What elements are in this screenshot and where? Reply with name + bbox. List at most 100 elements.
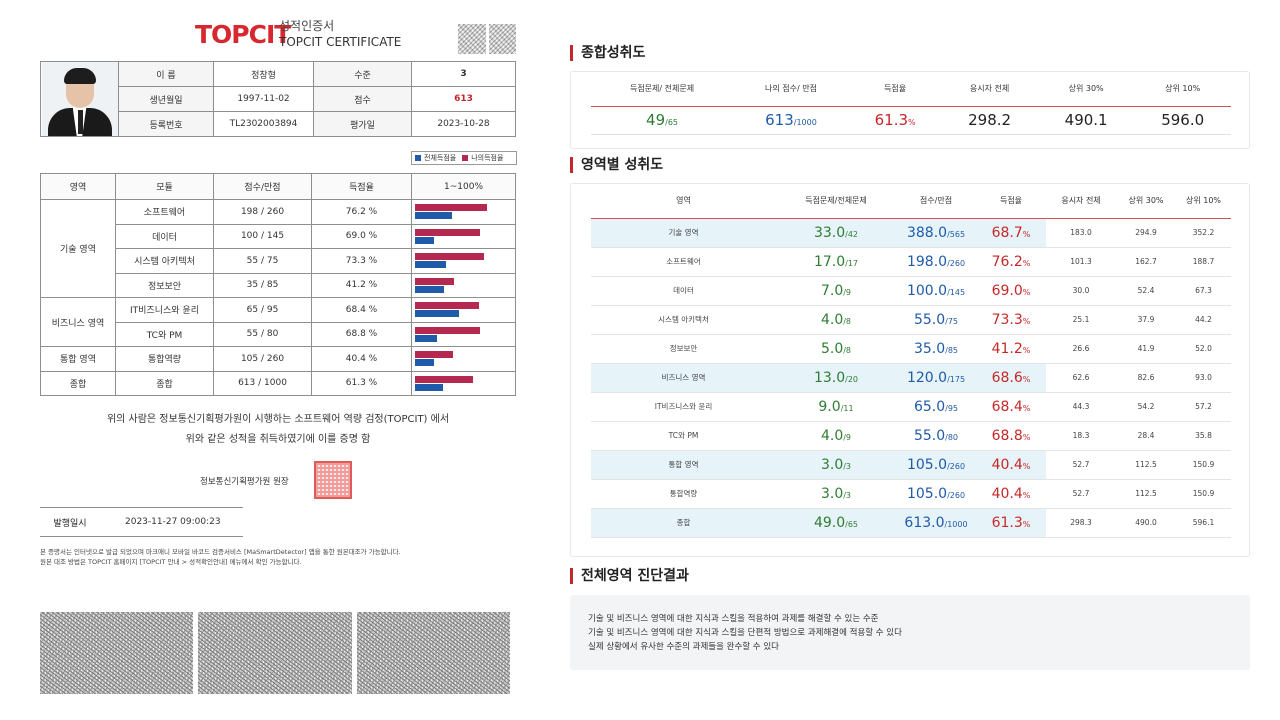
area-top10: 67.3 bbox=[1176, 276, 1231, 306]
area-top10: 57.2 bbox=[1176, 392, 1231, 422]
issue-date-row: 발행일시 2023-11-27 09:00:23 bbox=[40, 507, 243, 537]
area-top10: 150.9 bbox=[1176, 479, 1231, 509]
solved-total: /20 bbox=[845, 374, 859, 384]
my-rate-bar bbox=[415, 253, 484, 261]
rate-value: 68.6 bbox=[991, 369, 1023, 386]
score-row: 비즈니스 영역 IT비즈니스와 윤리 65 / 95 68.4 % bbox=[40, 297, 516, 347]
notice-line-2: 원본 대조 방법은 TOPCIT 홈페이지 [TOPCIT 안내 > 성적확인안… bbox=[40, 558, 302, 566]
score-value: 35.0 bbox=[913, 340, 946, 357]
module-cell: 통합역량 bbox=[115, 346, 214, 372]
score-row: TC와 PM 55 / 80 68.8 % bbox=[41, 321, 516, 347]
area-all: 18.3 bbox=[1046, 421, 1116, 451]
rate-cell: 40.4 % bbox=[311, 346, 412, 372]
area-name: 종합 bbox=[591, 508, 776, 538]
total-rate-bar bbox=[415, 383, 443, 391]
area-row: TC와 PM 4.0/9 55.0/80 68.8% 18.3 28.4 35.8 bbox=[591, 421, 1231, 451]
total-rate-bar bbox=[415, 212, 452, 220]
area-all: 183.0 bbox=[1046, 218, 1116, 248]
rate-cell: 41.2 % bbox=[311, 272, 412, 298]
rate-value: 40.4 bbox=[991, 485, 1023, 502]
date-label: 평가일 bbox=[313, 111, 412, 137]
area-score: 105.0/260 bbox=[896, 479, 976, 509]
score-value: 613 bbox=[411, 86, 516, 112]
summary-header-cell: 상위 10% bbox=[1134, 72, 1231, 107]
rate-value: 69.0 bbox=[991, 282, 1023, 299]
score-max: /145 bbox=[947, 287, 966, 297]
bar-cell bbox=[411, 346, 516, 372]
area-top30: 54.2 bbox=[1116, 392, 1176, 422]
module-cell: IT비즈니스와 윤리 bbox=[115, 297, 214, 323]
diagnosis-line-1: 기술 및 비즈니스 영역에 대한 지식과 스킬을 적용하여 과제를 해결할 수 … bbox=[588, 614, 879, 624]
area-row: 기술 영역 33.0/42 388.0/565 68.7% 183.0 294.9 352.… bbox=[591, 218, 1231, 248]
score-cell: 55 / 80 bbox=[213, 321, 312, 347]
rate-unit: % bbox=[1022, 345, 1031, 355]
module-cell: 시스템 아키텍처 bbox=[115, 248, 214, 274]
area-top30: 112.5 bbox=[1116, 450, 1176, 480]
score-max: /80 bbox=[945, 432, 959, 442]
verification-notice: 본 증명서는 인터넷으로 발급 되었으며 마크애니 모바일 바코드 검증서비스 … bbox=[40, 547, 520, 567]
barcode-1 bbox=[40, 612, 194, 694]
solved-value: 3.0 bbox=[820, 485, 844, 502]
rate-value: 68.8 bbox=[991, 427, 1023, 444]
score-table: 영역 모듈 점수/만점 득점율 1~100% 기술 영역 소프트웨어 198 / 260 76.… bbox=[40, 173, 516, 396]
rate-value: 40.4 bbox=[991, 456, 1023, 473]
area-top30: 162.7 bbox=[1116, 247, 1176, 277]
solved-total: /8 bbox=[843, 345, 852, 355]
area-top30: 490.0 bbox=[1116, 508, 1176, 538]
bar-cell bbox=[411, 272, 516, 298]
rate-cell: 69.0 % bbox=[311, 223, 412, 249]
solved-total: /11 bbox=[840, 403, 854, 413]
rate-value: 76.2 bbox=[991, 253, 1023, 270]
solved-total: /3 bbox=[843, 461, 852, 471]
area-rate: 68.7% bbox=[976, 218, 1046, 248]
my-rate-bar bbox=[415, 277, 454, 285]
area-score: 120.0/175 bbox=[896, 363, 976, 393]
summary-card: 득점문제/ 전체문제 나의 점수/ 만점 득점율 응시자 전체 상위 30% 상위 10%… bbox=[570, 71, 1250, 149]
rate-unit: % bbox=[1022, 258, 1031, 268]
area-name: 통합 영역 bbox=[591, 450, 776, 480]
solved-total: /9 bbox=[843, 432, 852, 442]
score-cell: 105 / 260 bbox=[213, 346, 312, 372]
area-name: IT비즈니스와 윤리 bbox=[591, 392, 776, 422]
score-cell: 55 / 75 bbox=[213, 248, 312, 274]
name-label: 이 름 bbox=[118, 61, 214, 87]
score-value: 388.0 bbox=[906, 224, 948, 241]
score-max: /1000 bbox=[944, 519, 968, 529]
solved-total: /8 bbox=[843, 316, 852, 326]
area-solved: 3.0/3 bbox=[776, 450, 896, 480]
area-top30: 112.5 bbox=[1116, 479, 1176, 509]
rate-unit: % bbox=[1022, 374, 1031, 384]
area-solved: 33.0/42 bbox=[776, 218, 896, 248]
rate-unit: % bbox=[1022, 287, 1031, 297]
official-seal bbox=[314, 461, 352, 499]
score-value: 105.0 bbox=[906, 456, 948, 473]
area-score: 613.0/1000 bbox=[896, 508, 976, 538]
area-name: 소프트웨어 bbox=[591, 247, 776, 277]
summary-title: 종합성취도 bbox=[570, 45, 645, 61]
my-rate-bar bbox=[415, 351, 453, 359]
areas-card: 영역 득점문제/전체문제 점수/만점 득점율 응시자 전체 상위 30% 상위 10% 기술… bbox=[570, 183, 1250, 557]
rate-cell: 73.3 % bbox=[311, 248, 412, 274]
area-all: 26.6 bbox=[1046, 334, 1116, 364]
area-header-cell: 영역 bbox=[591, 184, 776, 219]
summary-top10: 596.0 bbox=[1134, 106, 1231, 135]
rate-value: 61.3 bbox=[991, 514, 1023, 531]
area-rate: 41.2% bbox=[976, 334, 1046, 364]
my-rate-bar bbox=[415, 302, 480, 310]
score-max: /95 bbox=[945, 403, 959, 413]
my-rate-bar bbox=[415, 326, 480, 334]
area-solved: 9.0/11 bbox=[776, 392, 896, 422]
score-cell: 100 / 145 bbox=[213, 223, 312, 249]
rate-unit: % bbox=[1022, 316, 1031, 326]
score-cell: 65 / 95 bbox=[213, 297, 312, 323]
area-name: 비즈니스 영역 bbox=[591, 363, 776, 393]
area-all: 30.0 bbox=[1046, 276, 1116, 306]
summary-rate: 61.3% bbox=[848, 106, 942, 135]
area-solved: 13.0/20 bbox=[776, 363, 896, 393]
solved-total: /17 bbox=[845, 258, 859, 268]
area-rate: 73.3% bbox=[976, 305, 1046, 335]
bar-legend: 전체득점율 나의득점율 bbox=[411, 151, 517, 165]
area-top10: 150.9 bbox=[1176, 450, 1231, 480]
barcode-2 bbox=[198, 612, 352, 694]
bar-cell bbox=[411, 248, 516, 274]
